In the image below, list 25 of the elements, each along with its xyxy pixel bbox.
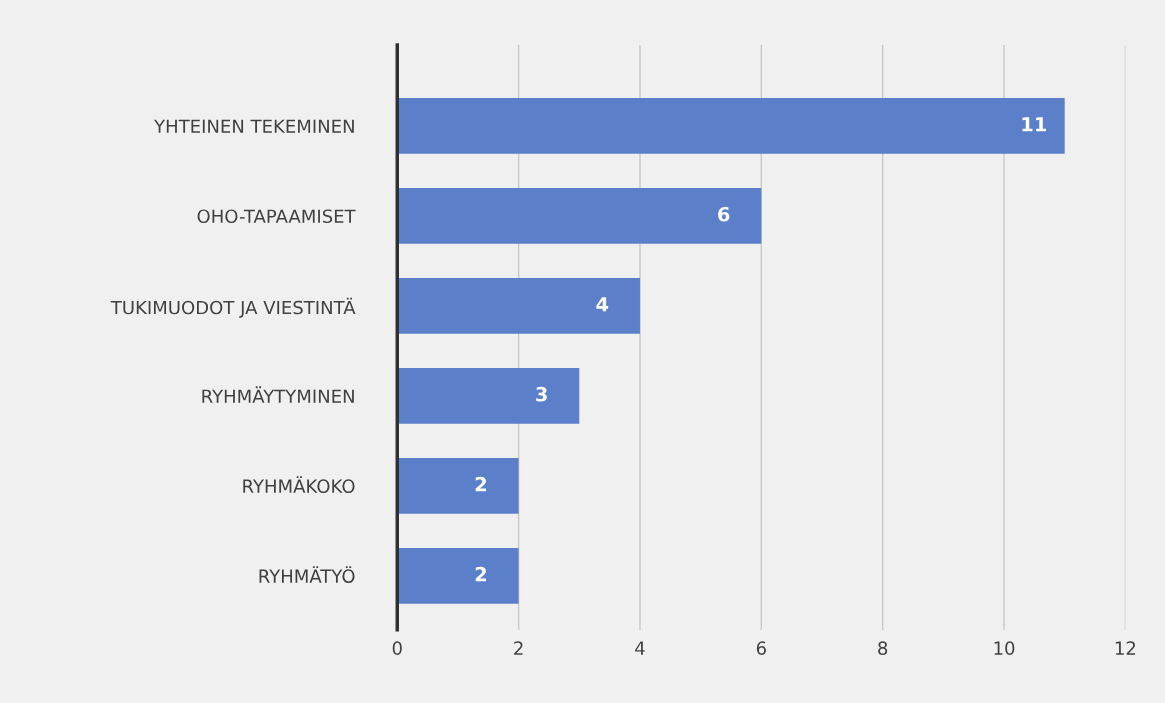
y-tick-label: RYHMÄTYÖ bbox=[259, 566, 355, 584]
data-label: 6 bbox=[718, 206, 730, 222]
data-label: 3 bbox=[536, 386, 547, 402]
data-label: 2 bbox=[475, 566, 487, 582]
y-tick-label: YHTEINEN TEKEMINEN bbox=[154, 119, 354, 133]
y-tick-label: RYHMÄKOKO bbox=[243, 476, 355, 494]
bar bbox=[397, 458, 519, 514]
x-tick-label: 2 bbox=[514, 641, 523, 655]
x-tick-label: 12 bbox=[1115, 641, 1136, 655]
x-tick-label: 6 bbox=[756, 641, 766, 655]
data-label: 2 bbox=[475, 476, 487, 492]
y-tick-label: TUKIMUODOT JA VIESTINTÄ bbox=[110, 297, 356, 318]
x-tick-label: 8 bbox=[878, 641, 888, 655]
x-tick-label: 0 bbox=[392, 641, 402, 655]
bar bbox=[397, 98, 1065, 154]
data-label: 11 bbox=[1022, 117, 1046, 132]
bar bbox=[397, 548, 519, 604]
y-tick-label: OHO-TAPAAMISET bbox=[197, 209, 356, 224]
x-tick-label: 10 bbox=[994, 641, 1015, 655]
x-tick-label: 4 bbox=[635, 641, 645, 655]
y-tick-label: RYHMÄYTYMINEN bbox=[202, 386, 354, 403]
data-label: 4 bbox=[596, 297, 609, 312]
bar bbox=[397, 278, 640, 334]
bar bbox=[397, 188, 762, 244]
bar bbox=[397, 368, 580, 424]
